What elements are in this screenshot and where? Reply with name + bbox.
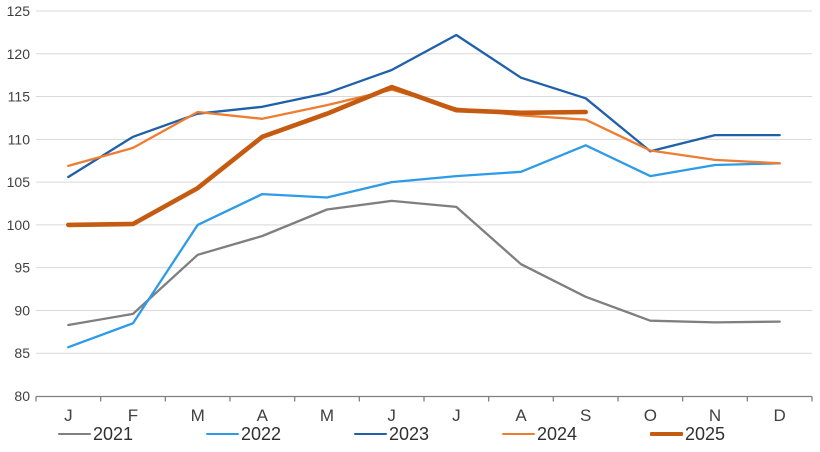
- series-line-2025: [66, 84, 588, 228]
- legend-swatch-2022: [205, 432, 239, 436]
- legend-item-2025: 2025: [649, 424, 725, 444]
- x-axis-label: S: [580, 406, 591, 425]
- x-axis-group: [35, 395, 813, 402]
- x-axis-label: J: [452, 406, 461, 425]
- x-axis-label: A: [257, 406, 269, 425]
- legend-swatch-2024: [501, 432, 535, 436]
- y-axis-label: 100: [7, 217, 31, 233]
- y-axis-label: 95: [14, 260, 30, 276]
- legend-swatch-2021: [58, 432, 91, 436]
- x-axis-label: D: [774, 406, 786, 425]
- y-axis-label: 110: [8, 131, 31, 147]
- series-line-2023: [67, 33, 781, 179]
- legend-label: 2023: [388, 424, 430, 444]
- series-line-2021: [67, 199, 781, 327]
- series-line-2022: [67, 144, 781, 349]
- x-axis-label: J: [64, 406, 73, 425]
- legend-item-2022: 2022: [205, 424, 282, 444]
- y-axis-labels-group: 80 85 90 95 100 105 110 115 120 125: [7, 3, 31, 404]
- legend-item-2023: 2023: [353, 424, 430, 444]
- legend-label: 2025: [684, 424, 725, 444]
- x-axis-label: J: [387, 406, 396, 425]
- x-axis-label: F: [128, 406, 138, 425]
- y-axis-label: 120: [7, 46, 31, 62]
- legend-label: 2021: [93, 424, 134, 444]
- x-axis-label: N: [709, 406, 721, 425]
- y-axis-label: 80: [14, 388, 30, 404]
- x-axis-label: M: [191, 406, 205, 425]
- y-axis-label: 115: [8, 89, 31, 105]
- legend-item-2021: 2021: [58, 425, 133, 443]
- x-axis-label: M: [320, 406, 334, 425]
- legend-swatch-2025: [649, 431, 683, 437]
- x-axis-label: A: [515, 406, 527, 425]
- legend-swatch-2023: [353, 432, 387, 436]
- legend-label: 2024: [536, 424, 577, 444]
- series-group: [66, 33, 781, 349]
- y-axis-label: 90: [14, 302, 30, 318]
- legend-label: 2022: [240, 424, 282, 444]
- x-axis-label: O: [644, 406, 657, 425]
- y-axis-label: 85: [14, 345, 30, 361]
- gridlines-group: [36, 10, 812, 354]
- series-line-2024: [67, 88, 781, 168]
- legend-item-2024: 2024: [501, 424, 577, 444]
- legend: 2021 2022 2023 2024 2025: [58, 423, 725, 445]
- y-axis-label: 125: [7, 3, 31, 19]
- y-axis-label: 105: [7, 174, 31, 190]
